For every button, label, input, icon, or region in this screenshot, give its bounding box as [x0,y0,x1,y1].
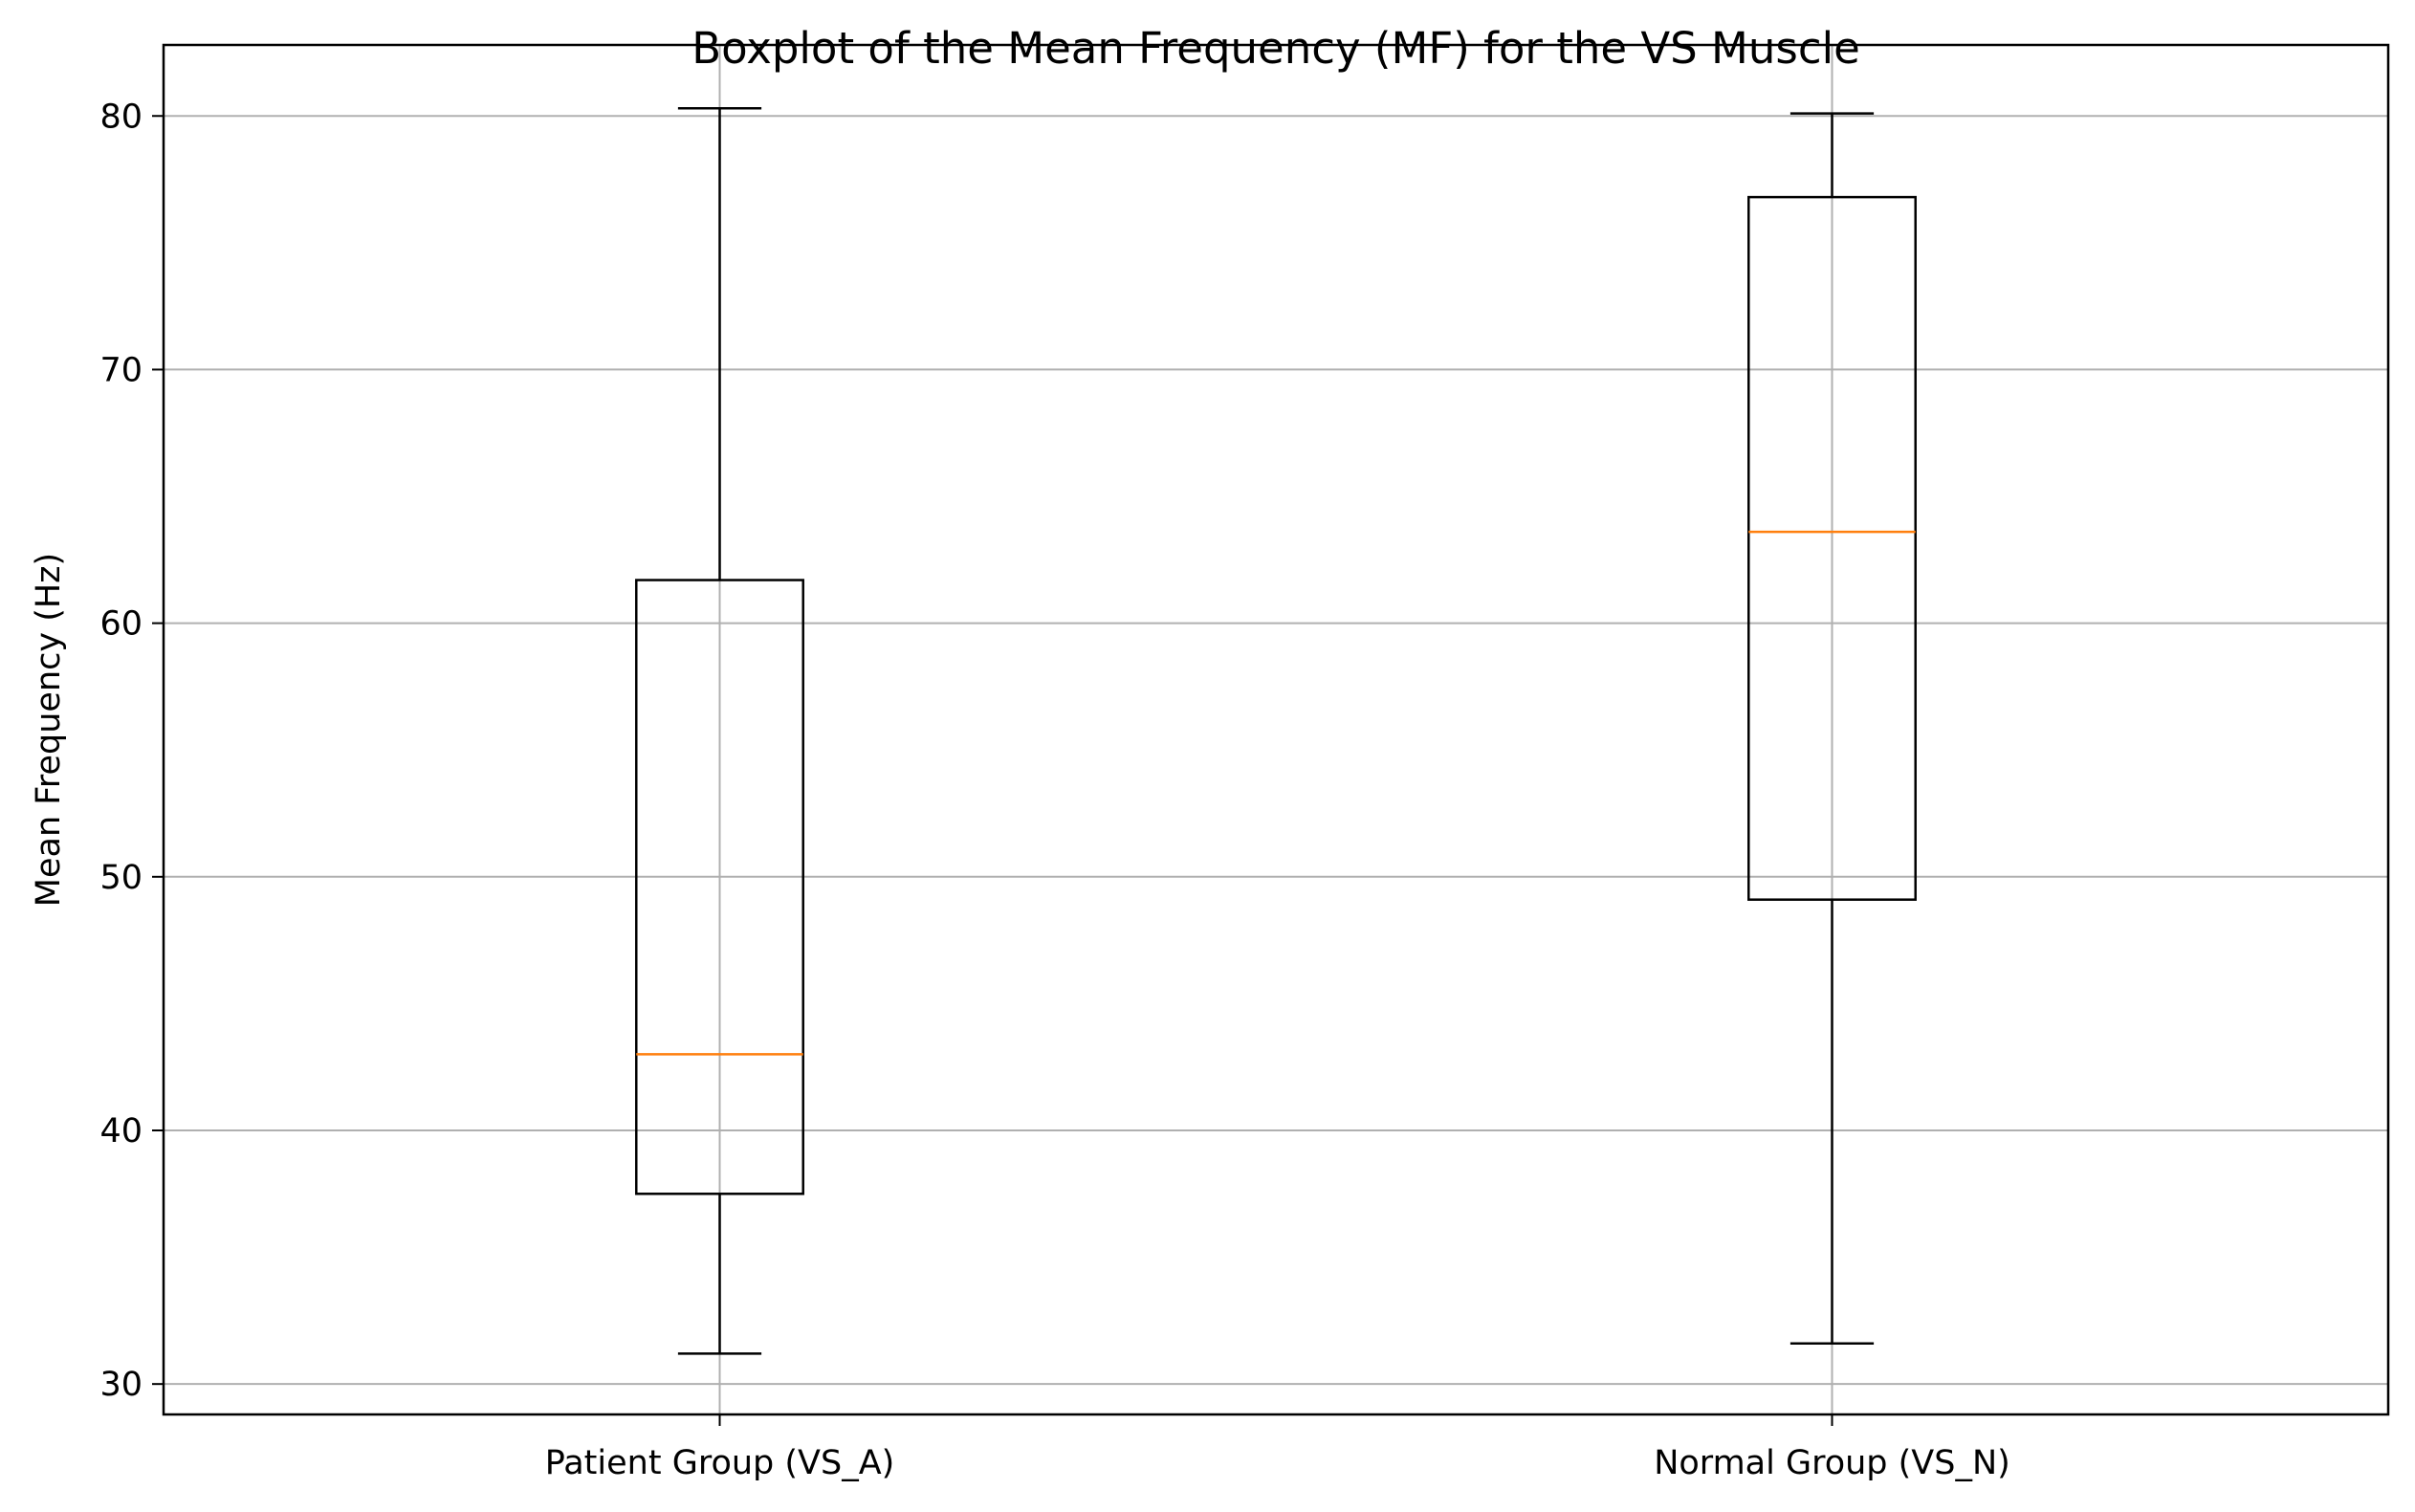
y-tick-label: 60 [99,605,143,644]
tick-layer: 30 40 50 60 70 80 Patient Group (VS_A) Normal G… [99,98,2009,1482]
y-tick-label: 40 [99,1112,143,1150]
y-axis-label: Mean Frequency (Hz) [30,553,68,907]
y-tick-label: 80 [99,98,143,136]
y-tick-label: 50 [99,859,143,897]
x-tick-label: Normal Group (VS_N) [1654,1444,2010,1482]
box-layer [635,107,1917,1355]
iqr-box [1747,195,1917,901]
box-group [635,107,804,1355]
iqr-box [635,579,804,1195]
y-tick-label: 70 [99,351,143,389]
y-tick-label: 30 [99,1366,143,1404]
chart-title: Boxplot of the Mean Frequency (MF) for t… [692,23,1860,74]
box-group [1747,112,1917,1345]
plot-area-frame [162,43,2390,1416]
x-tick-label: Patient Group (VS_A) [545,1444,895,1482]
